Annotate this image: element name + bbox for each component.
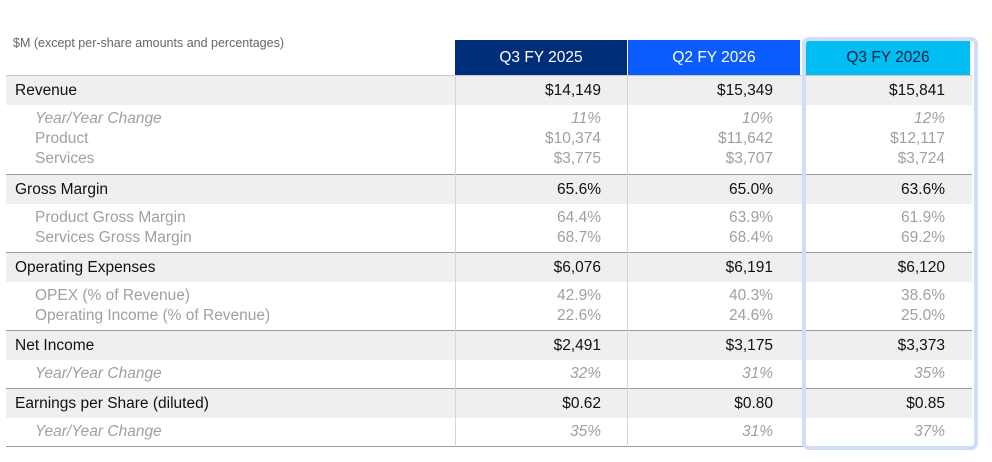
- row-label: Gross Margin: [15, 181, 109, 198]
- cell-value: $3,175: [725, 337, 773, 354]
- cell-value: $15,841: [888, 82, 945, 99]
- subrow-value: $3,707: [725, 150, 773, 167]
- column-divider: [455, 75, 456, 447]
- subrow-label: OPEX (% of Revenue): [35, 287, 191, 304]
- subrow-label: Product Gross Margin: [35, 209, 186, 226]
- subrow-value: 11%: [571, 110, 601, 127]
- cell-value: $0.85: [906, 395, 945, 412]
- header-q3-fy2026: Q3 FY 2026: [806, 40, 970, 75]
- section-divider: [6, 330, 972, 331]
- column-divider: [627, 75, 628, 447]
- subrow-value: 38.6%: [901, 287, 945, 304]
- table-row-sub: Year/Year Change 11% 10% 12%: [6, 110, 972, 130]
- subrow-value: $3,775: [553, 150, 601, 167]
- table-row-sub: Product $10,374 $11,642 $12,117: [6, 130, 972, 150]
- cell-value: $6,120: [897, 259, 945, 276]
- subrow-value: $11,642: [718, 130, 773, 147]
- cell-value: $3,373: [897, 337, 945, 354]
- subrow-value: 63.9%: [729, 209, 773, 226]
- table-row-sub: Year/Year Change 35% 31% 37%: [6, 423, 972, 443]
- table-row-main: Gross Margin 65.6% 65.0% 63.6%: [6, 175, 972, 204]
- subrow-value: 31%: [741, 365, 773, 382]
- section-divider: [6, 388, 972, 389]
- subrow-value: 31%: [741, 423, 773, 440]
- cell-value: $2,491: [553, 337, 601, 354]
- header-q3-fy2025: Q3 FY 2025: [455, 40, 627, 75]
- table-row-sub: Services Gross Margin 68.7% 68.4% 69.2%: [6, 229, 972, 249]
- subrow-value: 32%: [569, 365, 601, 382]
- subrow-label: Operating Income (% of Revenue): [35, 307, 271, 324]
- table-row-sub: Product Gross Margin 64.4% 63.9% 61.9%: [6, 209, 972, 229]
- subrow-value: 25.0%: [901, 307, 945, 324]
- subrow-label: Year/Year Change: [35, 365, 162, 382]
- table-row-sub: Year/Year Change 32% 31% 35%: [6, 365, 972, 385]
- section-divider: [6, 446, 972, 447]
- cell-value: $14,149: [544, 82, 601, 99]
- table-top-border: [6, 75, 972, 76]
- subrow-value: 12%: [913, 110, 945, 127]
- subrow-value: $3,724: [897, 150, 945, 167]
- cell-value: $0.62: [562, 395, 601, 412]
- subrow-value: 40.3%: [729, 287, 773, 304]
- header-q2-fy2026: Q2 FY 2026: [628, 40, 800, 75]
- subrow-label: Year/Year Change: [35, 110, 162, 127]
- subrow-value: 35%: [913, 365, 945, 382]
- row-label: Revenue: [15, 82, 78, 99]
- table-note: $M (except per-share amounts and percent…: [13, 36, 284, 50]
- subrow-value: 42.9%: [557, 287, 601, 304]
- table-row-main: Revenue $14,149 $15,349 $15,841: [6, 76, 972, 105]
- row-label: Net Income: [15, 337, 95, 354]
- subrow-value: 68.7%: [557, 229, 601, 246]
- subrow-value: 61.9%: [901, 209, 945, 226]
- subrow-label: Services Gross Margin: [35, 229, 192, 246]
- table-row-sub: OPEX (% of Revenue) 42.9% 40.3% 38.6%: [6, 287, 972, 307]
- cell-value: 65.6%: [557, 181, 601, 198]
- section-divider: [6, 252, 972, 253]
- section-divider: [6, 174, 972, 175]
- cell-value: $15,349: [716, 82, 773, 99]
- table-row-sub: Services $3,775 $3,707 $3,724: [6, 150, 972, 170]
- cell-value: $0.80: [734, 395, 773, 412]
- row-label: Operating Expenses: [15, 259, 156, 276]
- table-row-main: Net Income $2,491 $3,175 $3,373: [6, 331, 972, 360]
- cell-value: $6,191: [725, 259, 773, 276]
- subrow-value: 24.6%: [729, 307, 773, 324]
- subrow-label: Services: [35, 150, 95, 167]
- subrow-value: $12,117: [890, 130, 945, 147]
- table-row-main: Earnings per Share (diluted) $0.62 $0.80 $0…: [6, 389, 972, 418]
- subrow-label: Product: [35, 130, 89, 147]
- row-label: Earnings per Share (diluted): [15, 395, 209, 412]
- subrow-value: 69.2%: [901, 229, 945, 246]
- subrow-value: 68.4%: [729, 229, 773, 246]
- cell-value: 63.6%: [901, 181, 945, 198]
- subrow-value: 35%: [569, 423, 601, 440]
- cell-value: 65.0%: [729, 181, 773, 198]
- table-row-main: Operating Expenses $6,076 $6,191 $6,120: [6, 253, 972, 282]
- subrow-value: 64.4%: [557, 209, 601, 226]
- subrow-value: $10,374: [544, 130, 601, 147]
- subrow-label: Year/Year Change: [35, 423, 162, 440]
- table-row-sub: Operating Income (% of Revenue) 22.6% 24.6…: [6, 307, 972, 327]
- cell-value: $6,076: [553, 259, 601, 276]
- subrow-value: 22.6%: [557, 307, 601, 324]
- subrow-value: 37%: [913, 423, 945, 440]
- subrow-value: 10%: [741, 110, 773, 127]
